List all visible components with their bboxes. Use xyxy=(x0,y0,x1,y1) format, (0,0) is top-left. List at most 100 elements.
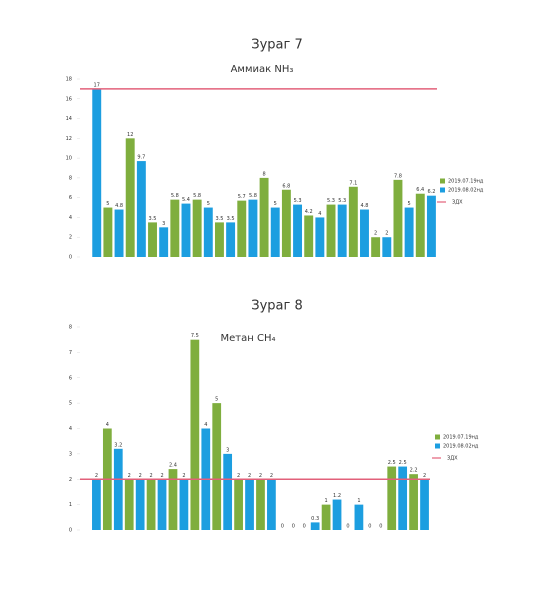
data-label: 2.5 xyxy=(388,460,396,466)
data-label: 5.3 xyxy=(294,198,302,204)
bar xyxy=(360,210,369,257)
bar xyxy=(327,205,336,257)
data-label: 6.8 xyxy=(282,183,290,189)
data-label: 1.2 xyxy=(333,493,341,499)
bar xyxy=(349,187,358,257)
legend-swatch xyxy=(440,188,445,193)
bar xyxy=(137,161,146,257)
data-label: 2 xyxy=(237,473,240,479)
data-label: 2.5 xyxy=(399,460,407,466)
bar xyxy=(271,208,280,257)
legend-swatch xyxy=(435,435,440,440)
data-label: 2 xyxy=(139,473,142,479)
data-label: 2 xyxy=(150,473,153,479)
data-label: 0 xyxy=(303,524,306,530)
data-label: 5 xyxy=(207,201,210,207)
bar xyxy=(115,210,124,257)
bar xyxy=(182,204,191,257)
bar xyxy=(92,479,101,530)
y-tick-label: 7 xyxy=(69,350,72,356)
figure-heading: Зураг 7 xyxy=(251,38,302,53)
data-label: 12 xyxy=(127,132,133,138)
bar xyxy=(405,208,414,257)
chart-title: Аммиак NH₃ xyxy=(231,64,294,75)
data-label: 5.3 xyxy=(338,198,346,204)
data-label: 7.5 xyxy=(191,333,199,339)
bar xyxy=(311,522,320,530)
bar xyxy=(114,449,123,530)
data-label: 1 xyxy=(357,498,360,504)
data-label: 0 xyxy=(379,524,382,530)
data-label: 0 xyxy=(292,524,295,530)
data-label: 2 xyxy=(374,231,377,237)
data-label: 0 xyxy=(281,524,284,530)
legend-label: 2019.07.19нд xyxy=(448,179,484,185)
bar xyxy=(256,479,265,530)
y-tick-label: 0 xyxy=(69,528,72,534)
data-label: 5.4 xyxy=(182,197,190,203)
data-label: 7.8 xyxy=(394,173,402,179)
data-label: 0 xyxy=(346,524,349,530)
bar xyxy=(338,205,347,257)
data-label: 2.2 xyxy=(410,468,418,474)
bar xyxy=(212,403,221,530)
y-tick-label: 10 xyxy=(66,156,72,162)
y-tick-label: 16 xyxy=(66,96,72,102)
data-label: 5 xyxy=(106,201,109,207)
data-label: 2 xyxy=(95,473,98,479)
bar xyxy=(409,474,418,530)
figure-heading: Зураг 8 xyxy=(251,299,302,314)
bar xyxy=(103,208,112,257)
y-tick-label: 1 xyxy=(69,502,72,508)
y-tick-label: 4 xyxy=(69,215,72,221)
y-tick-label: 6 xyxy=(69,375,72,381)
data-label: 4.2 xyxy=(305,209,313,215)
bar xyxy=(315,217,324,257)
legend-label: 2019.08.02нд xyxy=(443,444,479,450)
data-label: 2 xyxy=(182,473,185,479)
data-label: 9.7 xyxy=(137,155,145,161)
bar xyxy=(148,222,157,257)
bar xyxy=(180,479,189,530)
data-label: 5.7 xyxy=(238,194,246,200)
y-tick-label: 14 xyxy=(66,116,72,122)
bar xyxy=(159,227,168,257)
data-label: 2 xyxy=(248,473,251,479)
bar xyxy=(226,222,235,257)
data-label: 4.8 xyxy=(115,203,123,209)
bar xyxy=(136,479,145,530)
data-label: 3 xyxy=(162,221,165,227)
document: Зураг 7Аммиак NH₃0246810121416181754.812… xyxy=(0,0,541,601)
data-label: 3.5 xyxy=(215,216,223,222)
bar xyxy=(382,237,391,257)
y-tick-label: 6 xyxy=(69,195,72,201)
y-tick-label: 3 xyxy=(69,451,72,457)
page: Зураг 7Аммиак NH₃0246810121416181754.812… xyxy=(0,0,541,601)
bar xyxy=(427,196,436,257)
data-label: 5.8 xyxy=(249,193,257,199)
data-label: 0.3 xyxy=(311,516,319,522)
legend-label: 2019.07.19нд xyxy=(443,435,479,441)
y-tick-label: 8 xyxy=(69,325,72,331)
data-label: 2 xyxy=(270,473,273,479)
data-label: 5.3 xyxy=(327,198,335,204)
data-label: 0 xyxy=(368,524,371,530)
bar xyxy=(371,237,380,257)
legend-swatch xyxy=(435,444,440,449)
bar xyxy=(126,138,135,257)
bar xyxy=(170,200,179,257)
bar xyxy=(169,469,178,530)
bar xyxy=(193,200,202,257)
bar xyxy=(387,467,396,530)
y-tick-label: 18 xyxy=(66,77,72,83)
data-label: 3 xyxy=(226,447,229,453)
bar xyxy=(293,205,302,257)
y-tick-label: 2 xyxy=(69,235,72,241)
bar xyxy=(245,479,254,530)
y-tick-label: 12 xyxy=(66,136,72,142)
bar xyxy=(355,505,364,530)
data-label: 1 xyxy=(325,498,328,504)
data-label: 6.2 xyxy=(427,189,435,195)
data-label: 2 xyxy=(128,473,131,479)
chart-title: Метан CH₄ xyxy=(221,333,276,344)
